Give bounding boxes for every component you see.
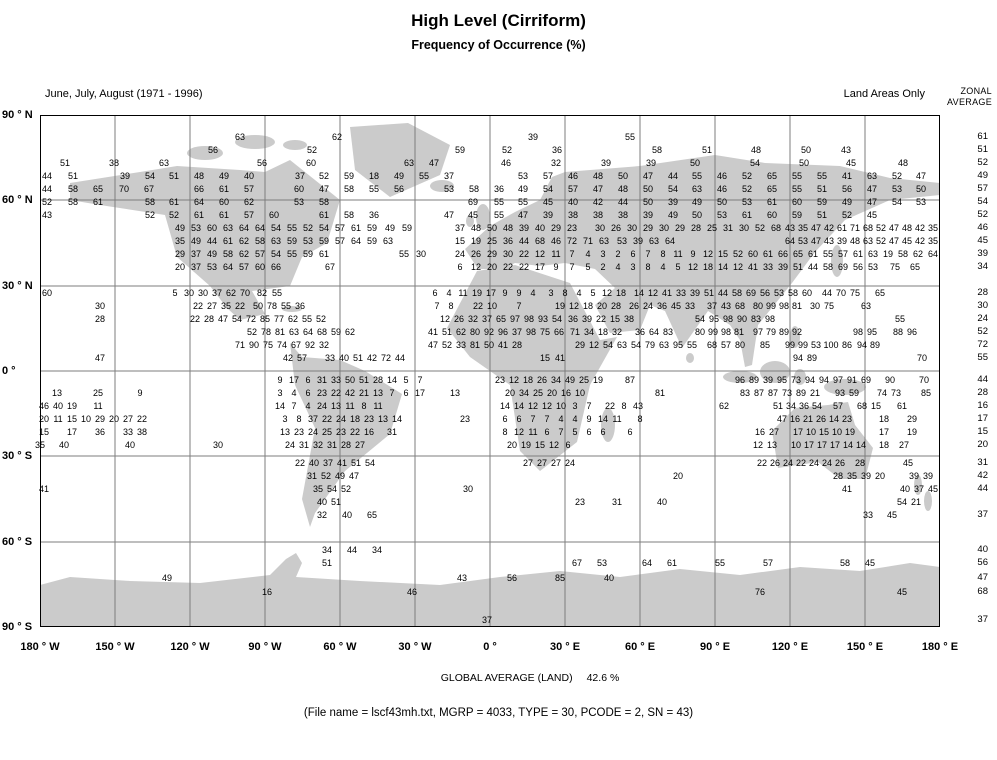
zonal-average-value: 31	[977, 457, 988, 468]
zonal-average-value: 16	[977, 400, 988, 411]
zonal-average-value: 46	[977, 222, 988, 233]
island-iceland	[430, 180, 454, 192]
zonal-average-value: 37	[977, 614, 988, 625]
x-axis-tick-label: 120 ° E	[771, 641, 809, 653]
zonal-average-value: 28	[977, 287, 988, 298]
zonal-average-value: 49	[977, 170, 988, 181]
island-borneo	[760, 361, 790, 383]
zonal-average-value: 57	[977, 183, 988, 194]
x-axis-tick-label: 30 ° W	[398, 641, 432, 653]
island-sulawesi	[794, 369, 806, 385]
island-philippines	[790, 326, 800, 348]
island-new-guinea	[824, 379, 866, 395]
global-average-value: 42.6 %	[586, 672, 620, 684]
zonal-average-value: 20	[977, 439, 988, 450]
zonal-average-value: 52	[977, 209, 988, 220]
global-average: GLOBAL AVERAGE (LAND) 42.6 %	[250, 672, 810, 684]
continent-eurasia	[465, 155, 940, 367]
y-axis-tick-label: 0 °	[2, 365, 16, 377]
world-map-svg	[40, 115, 940, 627]
file-info: (File name = lscf43mh.txt, MGRP = 4033, …	[303, 707, 694, 719]
x-axis-tick-label: 180 ° W	[20, 641, 60, 653]
continent-greenland	[350, 123, 450, 197]
island-arctic-2	[235, 135, 275, 149]
continent-australia	[772, 402, 873, 479]
x-axis-tick-label: 90 ° E	[699, 641, 731, 653]
island-sumatra	[723, 371, 757, 383]
zonal-average-value: 45	[977, 235, 988, 246]
island-new-zealand-north	[914, 475, 922, 495]
continent-africa	[447, 265, 617, 471]
zonal-average-value: 30	[977, 300, 988, 311]
y-axis-tick-label: 60 ° S	[2, 535, 33, 548]
island-arctic-1	[187, 146, 223, 160]
x-axis-tick-label: 180 ° E	[921, 641, 959, 653]
x-axis-tick-label: 150 ° E	[846, 641, 884, 653]
zonal-average-value: 15	[977, 426, 988, 437]
zonal-average-value: 44	[977, 374, 988, 385]
y-axis-tick-label: 90 ° S	[2, 621, 33, 633]
x-axis-tick-label: 60 ° W	[323, 641, 357, 653]
continent-south-america	[290, 343, 402, 527]
zonal-average-value: 56	[977, 557, 988, 568]
page-subtitle: Frequency of Occurrence (%)	[411, 38, 586, 52]
zonal-average-value: 54	[977, 196, 988, 207]
island-britain	[476, 204, 490, 230]
zonal-average-value: 37	[977, 509, 988, 520]
zonal-average-value: 42	[977, 470, 988, 481]
zonal-average-value: 39	[977, 248, 988, 259]
island-new-zealand-south	[924, 491, 932, 511]
x-axis-tick-label: 30 ° E	[549, 641, 581, 653]
zonal-average-value: 47	[977, 572, 988, 583]
zonal-average-value: 51	[977, 144, 988, 155]
island-ireland	[466, 215, 474, 227]
y-axis-tick-label: 30 ° S	[2, 450, 33, 463]
zonal-average-value: 40	[977, 544, 988, 555]
island-sri-lanka	[686, 353, 694, 363]
plot-border	[40, 115, 940, 627]
plot-area	[40, 115, 940, 627]
zonal-header-line1: ZONAL	[960, 86, 992, 96]
y-axis-tick-label: 60 ° N	[2, 194, 33, 207]
coverage-label: Land Areas Only	[843, 88, 925, 100]
zonal-average-value: 72	[977, 339, 988, 350]
y-axis-tick-label: 90 ° N	[2, 109, 33, 121]
page-title: High Level (Cirriform)	[411, 11, 586, 30]
x-axis-tick-label: 60 ° E	[624, 641, 656, 653]
zonal-average-header: ZONAL AVERAGE	[928, 86, 992, 108]
zonal-average-value: 52	[977, 157, 988, 168]
period-label: June, July, August (1971 - 1996)	[45, 88, 203, 100]
island-japan	[831, 245, 843, 277]
x-axis-tick-label: 120 ° W	[170, 641, 210, 653]
zonal-average-value: 17	[977, 413, 988, 424]
x-axis-tick-label: 0 °	[483, 641, 497, 653]
zonal-header-line2: AVERAGE	[947, 97, 992, 107]
y-axis-tick-label: 30 ° N	[2, 279, 33, 292]
island-cuba	[282, 306, 302, 312]
x-axis-tick-label: 150 ° W	[95, 641, 135, 653]
x-axis-tick-label: 90 ° W	[248, 641, 282, 653]
zonal-average-value: 61	[977, 131, 988, 142]
zonal-average-value: 55	[977, 352, 988, 363]
zonal-average-value: 52	[977, 326, 988, 337]
island-madagascar	[601, 408, 615, 442]
global-average-label: GLOBAL AVERAGE (LAND)	[440, 672, 573, 684]
zonal-average-value: 28	[977, 387, 988, 398]
continent-north-america	[70, 160, 340, 320]
zonal-average-value: 44	[977, 483, 988, 494]
zonal-average-value: 24	[977, 313, 988, 324]
island-arctic-3	[283, 140, 307, 150]
zonal-average-value: 68	[977, 586, 988, 597]
grid-lines	[40, 115, 940, 627]
zonal-average-value: 34	[977, 261, 988, 272]
